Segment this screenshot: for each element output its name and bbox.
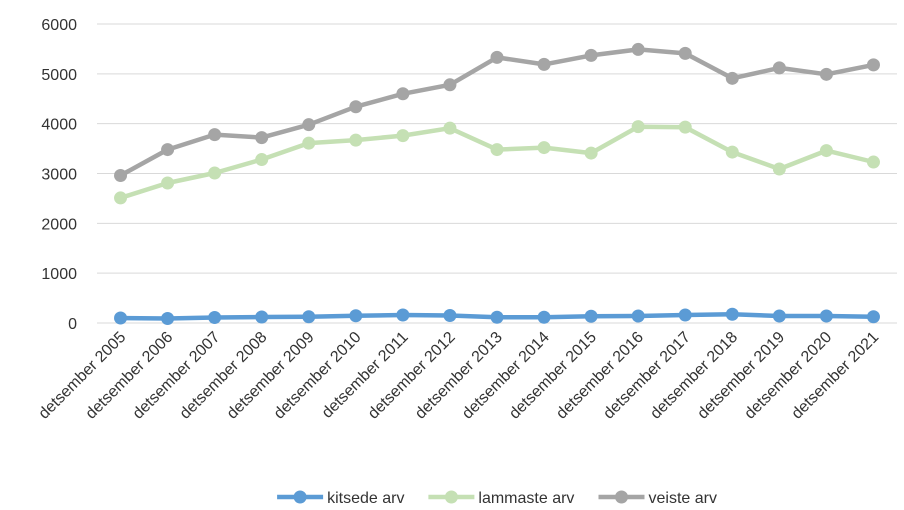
data-point	[678, 308, 692, 322]
x-tick-label: detsember 2013	[412, 329, 506, 423]
data-point	[819, 144, 833, 158]
data-point	[443, 121, 457, 135]
x-tick-label: detsember 2005	[36, 329, 130, 423]
legend-swatch-marker	[615, 490, 628, 504]
data-point	[255, 153, 269, 167]
data-point	[302, 136, 316, 150]
x-tick-label: detsember 2017	[600, 329, 694, 423]
data-point	[349, 309, 363, 323]
legend-item: veiste arv	[598, 490, 717, 507]
data-point	[678, 46, 692, 60]
data-point	[302, 310, 316, 324]
legend-swatch-marker	[293, 490, 307, 504]
x-tick-label: detsember 2009	[224, 329, 318, 423]
y-tick-label: 0	[68, 316, 77, 333]
legend-swatch-marker	[444, 490, 458, 504]
data-point	[819, 309, 833, 323]
data-point	[725, 145, 739, 159]
x-tick-label: detsember 2019	[694, 329, 788, 423]
y-tick-label: 6000	[41, 17, 77, 34]
data-point	[114, 311, 128, 325]
data-point	[866, 155, 880, 169]
series-2	[114, 42, 880, 182]
x-tick-label: detsember 2021	[789, 329, 883, 423]
data-point	[255, 131, 269, 145]
data-point	[819, 67, 833, 81]
data-point	[396, 129, 410, 143]
y-tick-label: 2000	[41, 216, 77, 233]
series-1	[114, 120, 880, 205]
data-point	[490, 310, 504, 324]
x-tick-label: detsember 2020	[741, 329, 835, 423]
y-tick-label: 3000	[41, 167, 77, 184]
data-point	[772, 162, 786, 176]
data-point	[537, 310, 551, 324]
x-tick-label: detsember 2018	[647, 329, 741, 423]
legend-label: lammaste arv	[478, 490, 574, 507]
data-point	[396, 308, 410, 322]
data-point	[443, 309, 457, 323]
data-point	[443, 78, 457, 92]
y-axis-ticks: 0 1000 2000 3000 4000 5000 6000	[41, 17, 77, 333]
data-point	[866, 58, 880, 72]
x-tick-label: detsember 2007	[130, 329, 224, 423]
y-tick-label: 5000	[41, 67, 77, 84]
series-lines	[114, 42, 880, 326]
data-point	[772, 309, 786, 323]
data-point	[772, 61, 786, 75]
data-point	[631, 42, 645, 56]
series-0	[114, 307, 880, 326]
data-point	[490, 50, 504, 64]
data-point	[208, 128, 222, 142]
data-point	[114, 168, 128, 182]
data-point	[302, 118, 316, 132]
legend-item: kitsede arv	[277, 490, 404, 507]
x-tick-label: detsember 2006	[83, 329, 177, 423]
data-point	[866, 310, 880, 324]
data-point	[584, 309, 598, 323]
data-point	[725, 71, 739, 85]
data-point	[349, 100, 363, 114]
data-point	[114, 191, 128, 205]
legend: kitsede arv lammaste arv veiste arv	[277, 490, 717, 507]
x-tick-label: detsember 2012	[365, 329, 459, 423]
data-point	[537, 141, 551, 155]
data-point	[584, 146, 598, 160]
legend-label: veiste arv	[649, 490, 717, 507]
data-point	[725, 307, 739, 321]
data-point	[678, 120, 692, 134]
data-point	[490, 143, 504, 157]
gridlines	[97, 23, 897, 324]
y-tick-label: 4000	[41, 117, 77, 134]
data-point	[584, 48, 598, 62]
x-tick-label: detsember 2008	[177, 329, 271, 423]
data-point	[161, 312, 175, 326]
data-point	[208, 311, 222, 325]
data-point	[161, 176, 175, 190]
data-point	[631, 120, 645, 134]
data-point	[161, 143, 175, 157]
x-tick-label: detsember 2011	[319, 329, 412, 422]
series-line	[118, 47, 876, 178]
data-point	[208, 166, 222, 180]
x-tick-label: detsember 2016	[553, 329, 647, 423]
data-point	[631, 309, 645, 323]
data-point	[349, 133, 363, 147]
legend-item: lammaste arv	[428, 490, 574, 507]
legend-label: kitsede arv	[327, 490, 404, 507]
data-point	[255, 310, 269, 324]
y-tick-label: 1000	[41, 266, 77, 283]
x-tick-label: detsember 2014	[459, 329, 553, 423]
data-point	[537, 57, 551, 71]
x-tick-label: detsember 2015	[506, 329, 600, 423]
data-point	[396, 87, 410, 101]
x-tick-label: detsember 2010	[271, 329, 365, 423]
